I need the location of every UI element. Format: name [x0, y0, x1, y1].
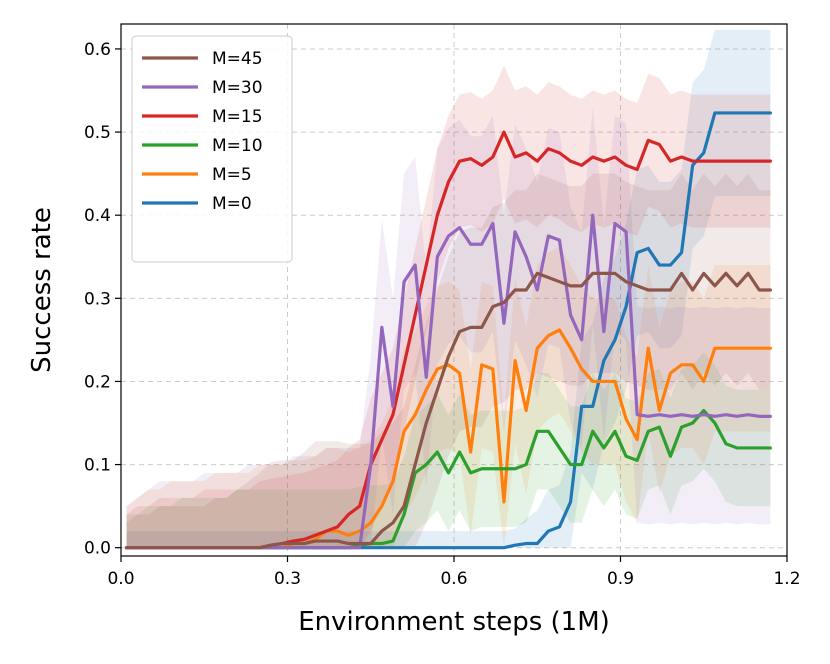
legend-label: M=5 [212, 165, 252, 185]
y-tick-label: 0.6 [84, 40, 111, 60]
y-tick-label: 0.5 [84, 123, 111, 143]
y-tick-label: 0.0 [84, 539, 111, 559]
series-lines [124, 111, 772, 550]
band-m-30 [126, 107, 771, 548]
band-m-0 [126, 29, 771, 548]
y-tick-label: 0.1 [84, 456, 111, 476]
x-tick-label: 0.3 [274, 569, 301, 589]
x-tick-label: 1.2 [773, 569, 800, 589]
legend-label: M=15 [212, 107, 263, 127]
y-tick-label: 0.2 [84, 372, 111, 392]
legend: M=45 M=30 M=15 M=10 M=5 M=0 [131, 35, 293, 263]
band-m-10 [126, 352, 771, 548]
line-m-45 [124, 271, 772, 550]
y-tick-label: 0.3 [84, 289, 111, 309]
band-m-15 [126, 65, 771, 548]
x-axis-label: Environment steps (1M) [298, 607, 610, 637]
y-tick-label: 0.4 [84, 206, 111, 226]
legend-box [131, 35, 293, 263]
legend-label: M=30 [212, 78, 263, 98]
legend-label: M=45 [212, 49, 263, 69]
x-tick-label: 0.9 [607, 569, 634, 589]
x-tick-label: 0.6 [440, 569, 467, 589]
legend-label: M=10 [212, 136, 263, 156]
x-axis-ticks: 0.0 0.3 0.6 0.9 1.2 [107, 556, 801, 589]
legend-label: M=0 [212, 194, 252, 214]
y-axis-ticks: 0.0 0.1 0.2 0.3 0.4 0.5 0.6 [84, 40, 121, 559]
y-axis-label: Success rate [27, 207, 57, 373]
band-m-5 [126, 246, 771, 548]
x-tick-label: 0.0 [107, 569, 134, 589]
